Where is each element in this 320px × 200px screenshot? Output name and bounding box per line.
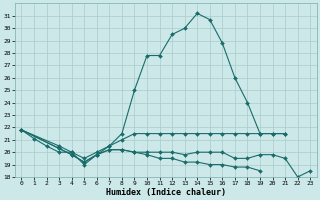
X-axis label: Humidex (Indice chaleur): Humidex (Indice chaleur) [106,188,226,197]
